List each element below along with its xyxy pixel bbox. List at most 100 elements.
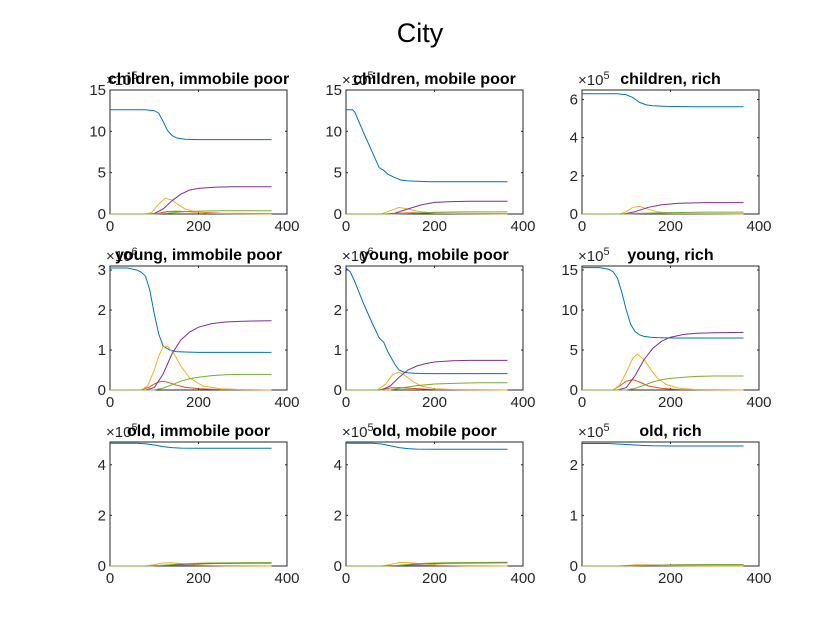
x-tick-label: 400: [510, 394, 535, 411]
axes-frame: [345, 89, 524, 215]
axes-frame: [581, 265, 760, 391]
y-tick-label: 0: [334, 206, 342, 223]
y-tick-label: 2: [334, 302, 342, 319]
x-tick-label: 0: [106, 394, 114, 411]
series-line-4: [110, 320, 272, 391]
y-tick-label: 4: [334, 457, 342, 474]
series-line-1: [346, 442, 508, 450]
exponent-label: ×105: [578, 70, 610, 89]
exponent-label: ×105: [106, 422, 138, 441]
y-tick-label: 0: [570, 558, 578, 575]
series-line-1: [346, 109, 508, 183]
y-tick-label: 15: [89, 82, 106, 99]
series-line-3: [110, 345, 272, 391]
axes-frame: [345, 441, 524, 567]
y-tick-label: 10: [89, 123, 106, 140]
y-tick-label: 0: [98, 382, 106, 399]
x-tick-label: 400: [274, 570, 299, 587]
exponent-label: ×105: [578, 422, 610, 441]
x-tick-label: 400: [746, 218, 771, 235]
y-tick-label: 1: [98, 342, 106, 359]
x-tick-label: 0: [106, 570, 114, 587]
y-tick-label: 2: [570, 168, 578, 185]
y-tick-label: 6: [570, 92, 578, 109]
x-tick-label: 400: [510, 218, 535, 235]
x-tick-label: 400: [274, 218, 299, 235]
x-tick-label: 200: [422, 394, 447, 411]
subplot-title: children, immobile poor: [108, 71, 289, 88]
x-tick-label: 0: [342, 394, 350, 411]
series-line-4: [346, 359, 508, 391]
y-tick-label: 2: [570, 457, 578, 474]
y-tick-label: 2: [98, 302, 106, 319]
y-tick-label: 2: [98, 507, 106, 524]
axes-frame: [345, 265, 524, 391]
x-tick-label: 400: [746, 394, 771, 411]
y-tick-label: 0: [98, 206, 106, 223]
y-tick-label: 4: [98, 457, 106, 474]
y-tick-label: 0: [570, 206, 578, 223]
series-line-1: [582, 443, 744, 447]
x-tick-label: 0: [578, 570, 586, 587]
axes-frame: [581, 89, 760, 215]
y-tick-label: 1: [334, 342, 342, 359]
y-tick-label: 4: [570, 130, 578, 147]
y-tick-label: 0: [334, 558, 342, 575]
subplot-9: 0 200 400 0 1 2×105 old, rich: [570, 422, 772, 587]
y-tick-label: 5: [570, 342, 578, 359]
exponent-label: ×106: [106, 246, 138, 265]
series-line-1: [582, 267, 744, 339]
x-tick-label: 400: [746, 570, 771, 587]
exponent-label: ×105: [578, 246, 610, 265]
y-tick-label: 2: [334, 507, 342, 524]
axes-frame: [109, 89, 288, 215]
series-line-5: [582, 211, 744, 215]
y-tick-label: 15: [561, 262, 578, 279]
exponent-label: ×106: [342, 246, 374, 265]
series-line-5: [110, 210, 272, 215]
x-tick-label: 400: [274, 394, 299, 411]
series-line-4: [582, 331, 744, 391]
series-line-1: [110, 267, 272, 353]
subplot-title: old, mobile poor: [372, 423, 496, 440]
x-tick-label: 0: [106, 218, 114, 235]
x-tick-label: 200: [422, 570, 447, 587]
x-tick-label: 0: [578, 394, 586, 411]
subplot-title: young, mobile poor: [360, 247, 508, 264]
series-line-3: [346, 371, 508, 391]
subplot-title: children, mobile poor: [353, 71, 516, 88]
x-tick-label: 0: [342, 570, 350, 587]
y-tick-label: 3: [334, 262, 342, 279]
y-tick-label: 3: [98, 262, 106, 279]
exponent-label: ×105: [342, 422, 374, 441]
x-tick-label: 200: [658, 218, 683, 235]
series-line-5: [346, 211, 508, 215]
x-tick-label: 200: [186, 218, 211, 235]
x-tick-label: 200: [658, 394, 683, 411]
y-tick-label: 5: [334, 165, 342, 182]
series-line-5: [582, 375, 744, 391]
series-line-5: [346, 561, 508, 567]
subplot-title: children, rich: [620, 71, 720, 88]
axes-frame: [109, 441, 288, 567]
axes-frame: [109, 265, 288, 391]
y-tick-label: 10: [325, 123, 342, 140]
subplot-6: 0 200 400 0 5 10 15×105 young, rich: [561, 246, 771, 411]
x-tick-label: 200: [186, 394, 211, 411]
y-tick-label: 0: [570, 382, 578, 399]
x-tick-label: 200: [658, 570, 683, 587]
y-tick-label: 1: [570, 507, 578, 524]
exponent-label: ×105: [106, 70, 138, 89]
series-line-1: [345, 267, 508, 375]
series-line-5: [346, 382, 508, 391]
x-tick-label: 200: [186, 570, 211, 587]
subplot-title: young, immobile poor: [115, 247, 282, 264]
subplot-title: old, immobile poor: [127, 423, 270, 440]
y-tick-label: 15: [325, 82, 342, 99]
series-line-3: [110, 197, 272, 215]
